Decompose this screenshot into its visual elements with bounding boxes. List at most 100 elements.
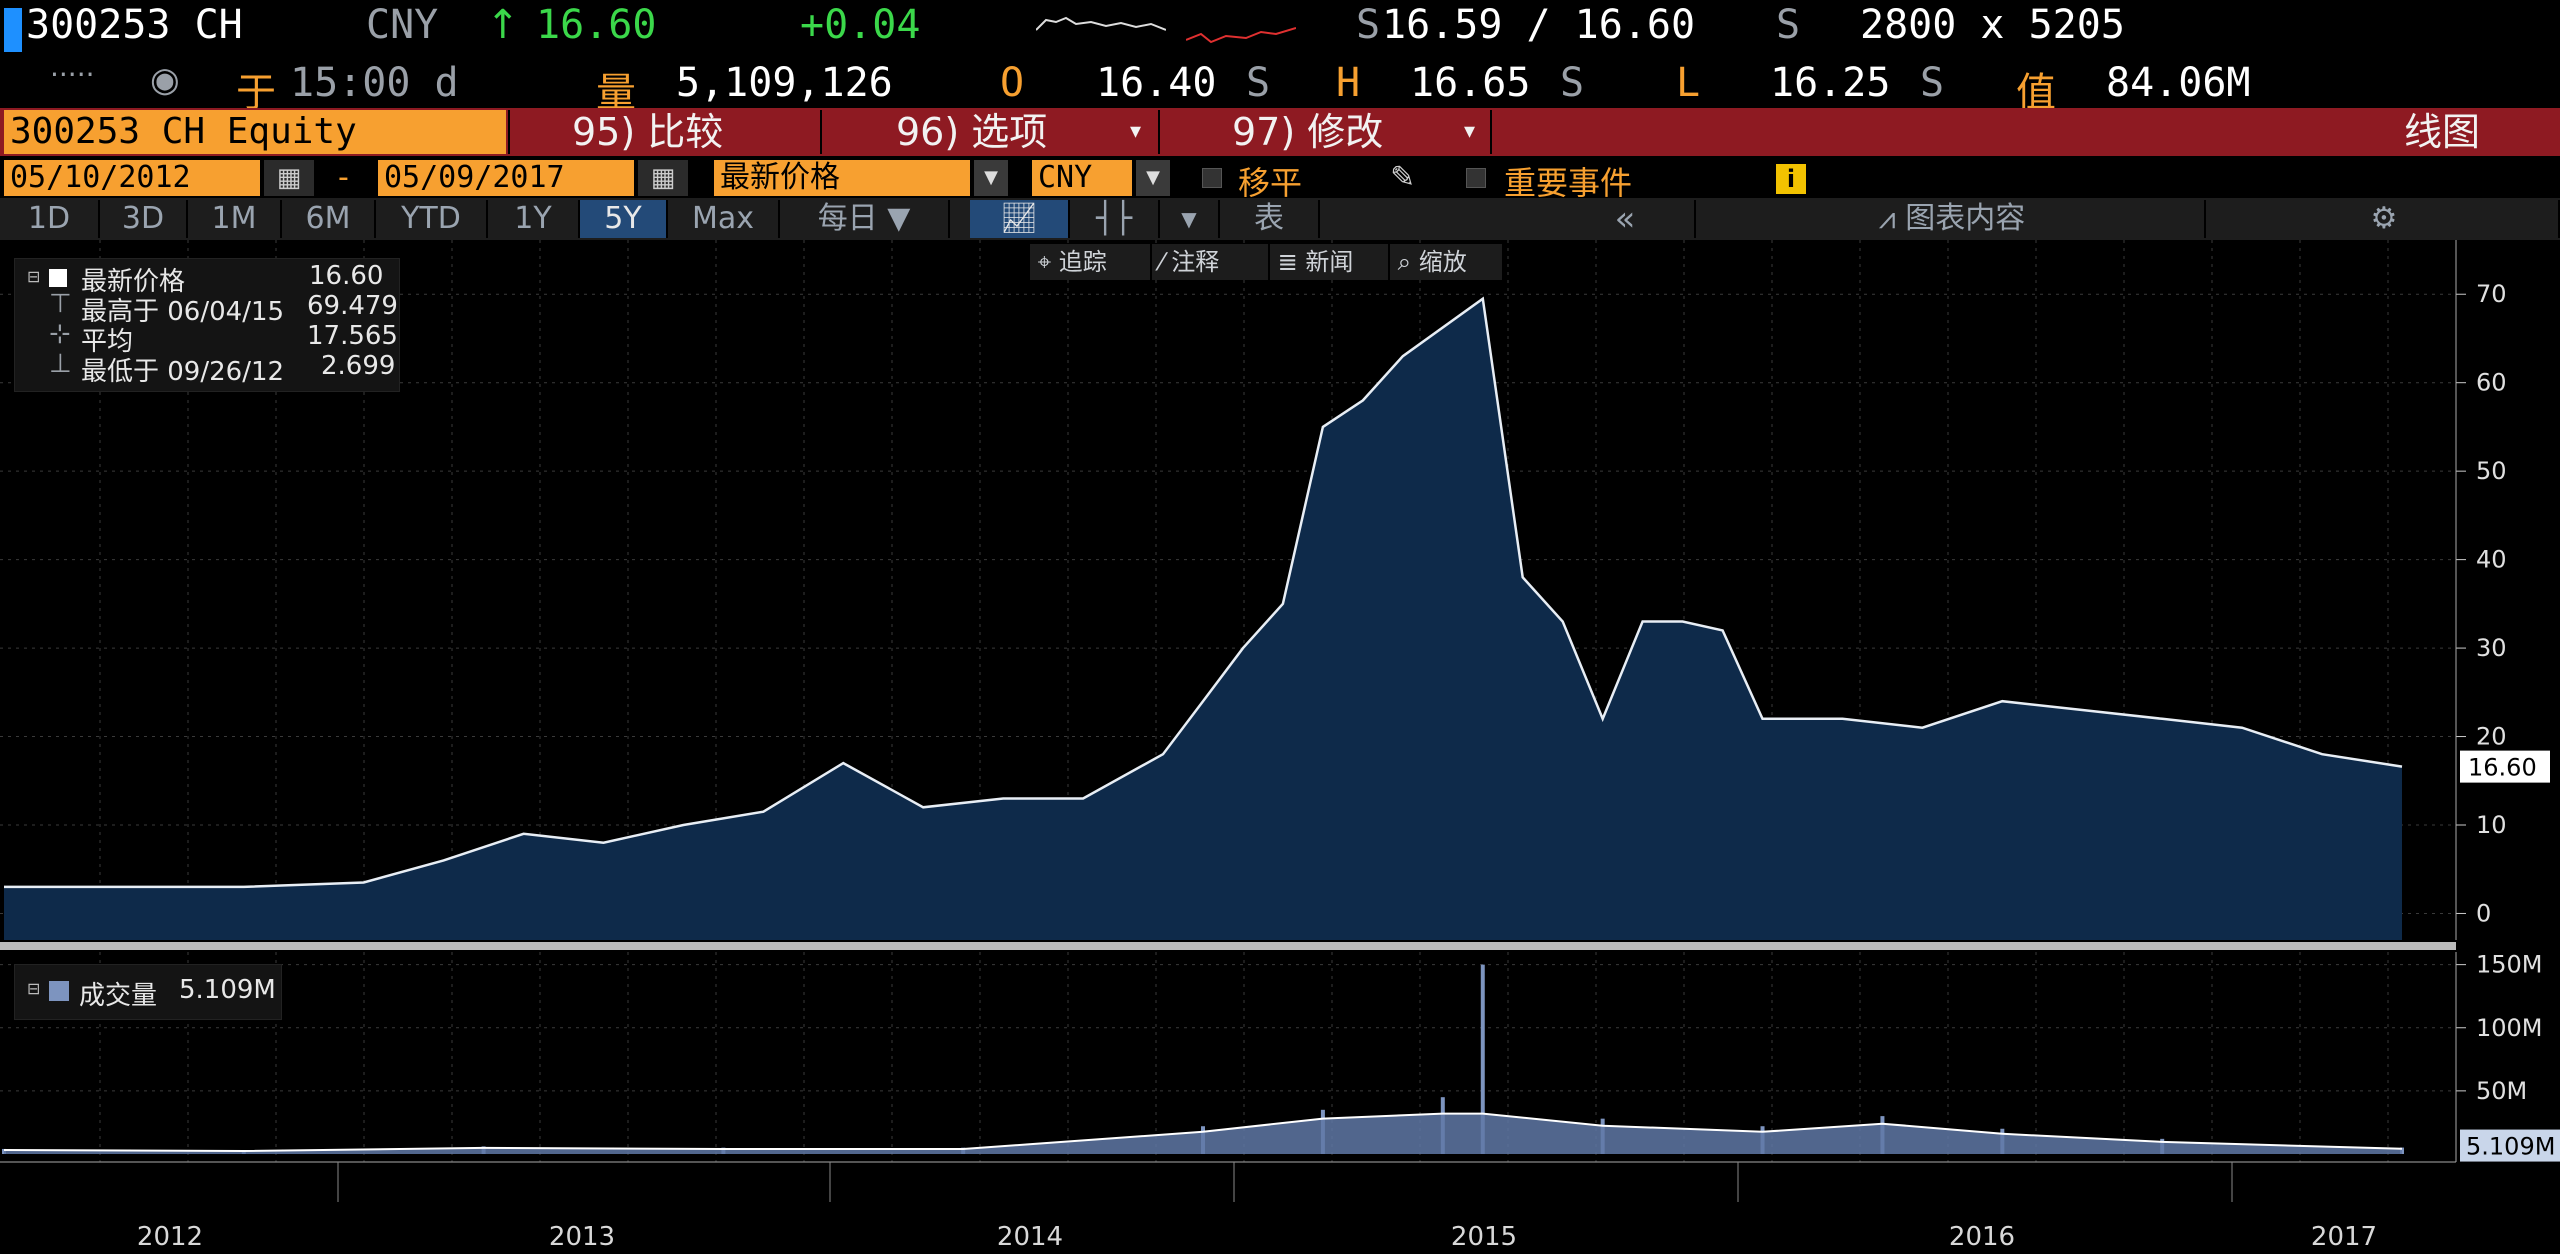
bar-chart-icon[interactable]: ┤├ [1070, 200, 1160, 238]
x-axis-year-label: 2012 [137, 1222, 203, 1252]
time-value: 15:00 d [290, 60, 459, 106]
price-legend: ⊟ 最新价格 16.60 ⊤ 最高于 06/04/15 69.479 ⊹ 平均 … [14, 258, 400, 392]
annotate-button[interactable]: ⁄ 注释 [1152, 244, 1268, 280]
chart-contents-label: 图表内容 [1905, 201, 2026, 236]
high-label: H [1336, 60, 1361, 106]
open-flag: S [1246, 60, 1271, 106]
chart-contents-button[interactable]: ⩘ 图表内容 [1700, 200, 2206, 238]
volume-legend: ⊟ 成交量 5.109M [14, 964, 282, 1020]
volume-average-line [3, 1112, 2403, 1153]
range-3d-button[interactable]: 3D [100, 200, 188, 238]
function-bar: 300253 CH Equity 95) 比较 96) 选项 ▾ 97) 修改 … [0, 108, 2560, 156]
chart-type-label[interactable]: 线图 [2404, 110, 2481, 154]
range-6m-button[interactable]: 6M [282, 200, 376, 238]
chart-style-dropdown-icon[interactable]: ▼ [1160, 200, 1220, 238]
track-button[interactable]: ⌖ 追踪 [1030, 244, 1150, 280]
options-button[interactable]: 96) 选项 [896, 110, 1048, 154]
calendar-icon[interactable]: ▦ [264, 160, 314, 196]
sparkline-change [1186, 27, 1296, 44]
x-axis-year-label: 2015 [1451, 1222, 1517, 1252]
x-axis-year-label: 2017 [2311, 1222, 2377, 1252]
compare-button[interactable]: 95) 比较 [572, 110, 724, 154]
settings-gear-icon[interactable]: ⚙ [2210, 200, 2560, 238]
key-events-label: 重要事件 [1504, 164, 1633, 202]
price-y-tick-label: 30 [2476, 634, 2507, 662]
key-events-checkbox[interactable] [1466, 168, 1486, 188]
x-axis-year-label: 2016 [1949, 1222, 2015, 1252]
legend-low-label: 最低于 09/26/12 [81, 357, 285, 387]
legend-swatch [49, 269, 67, 287]
legend-avg-value: 17.565 [307, 321, 398, 351]
volume-swatch [49, 981, 69, 1001]
volume-y-tick-label: 150M [2476, 951, 2543, 979]
volume-bar [1480, 964, 1485, 1154]
edit-dropdown-icon[interactable]: ▾ [1464, 119, 1476, 144]
field-select[interactable]: 最新价格 [714, 160, 970, 196]
panel-divider [0, 942, 2456, 950]
collapse-button[interactable]: « [1556, 200, 1696, 238]
moving-avg-checkbox[interactable] [1202, 168, 1222, 188]
collapse-toggle-icon[interactable]: ⊟ [27, 979, 41, 998]
currency-dropdown-icon[interactable]: ▼ [1136, 160, 1170, 196]
price-y-tick-label: 50 [2476, 457, 2507, 485]
range-1m-button[interactable]: 1M [188, 200, 282, 238]
divider [1490, 110, 1492, 154]
x-axis-year-label: 2013 [549, 1222, 615, 1252]
price-y-tick-label: 70 [2476, 280, 2507, 308]
price-y-tick-label: 20 [2476, 723, 2507, 751]
price-line [4, 296, 2403, 889]
legend-last-value: 16.60 [309, 261, 384, 291]
divider [508, 110, 510, 154]
field-dropdown-icon[interactable]: ▼ [974, 160, 1008, 196]
price-y-tick-label: 0 [2476, 899, 2491, 927]
currency-select[interactable]: CNY [1032, 160, 1132, 196]
price-volume-chart[interactable]: 0 10 20 30 40 50 60 70 16.60 50M 100M 150M 5.109M 201… [0, 240, 2560, 1254]
table-button[interactable]: 表 [1220, 200, 1320, 238]
volume-value: 5,109,126 [676, 60, 893, 106]
collapse-toggle-icon[interactable]: ⊟ [27, 267, 41, 286]
divider [820, 110, 822, 154]
open-label: O [1000, 60, 1025, 106]
low-label: L [1676, 60, 1701, 106]
dots: ..... [50, 50, 95, 83]
range-max-button[interactable]: Max [668, 200, 780, 238]
high-flag: S [1560, 60, 1585, 106]
quote-detail-row: ..... ◉ 于 15:00 d 量 5,109,126 O 16.40 S … [0, 50, 2560, 116]
track-label: 追踪 [1058, 248, 1107, 276]
frequency-select[interactable]: 每日 ▼ [780, 200, 950, 238]
legend-last-label: 最新价格 [81, 267, 186, 297]
open-value: 16.40 [1096, 60, 1217, 106]
zoom-button[interactable]: ⌕ 缩放 [1390, 244, 1502, 280]
bid-prefix: S [1356, 2, 1381, 48]
chart-icon: ⩘ [1878, 201, 1906, 236]
average-marker-icon: ⊹ [49, 319, 71, 349]
chart-area[interactable]: 0 10 20 30 40 50 60 70 16.60 50M 100M 150M 5.109M 201… [0, 240, 2560, 1254]
ticker-label[interactable]: 300253 CH [26, 2, 243, 48]
pencil-icon[interactable]: ✎ [1390, 160, 1416, 195]
line-chart-icon[interactable]: 📈︎ [970, 200, 1070, 238]
news-label: 新闻 [1305, 248, 1354, 276]
edit-button[interactable]: 97) 修改 [1232, 110, 1384, 154]
range-5y-button[interactable]: 5Y [580, 200, 668, 238]
info-icon[interactable]: i [1776, 164, 1806, 194]
start-date-field[interactable]: 05/10/2012 [4, 160, 260, 196]
range-ytd-button[interactable]: YTD [376, 200, 488, 238]
volume-legend-label: 成交量 [79, 981, 158, 1011]
range-1d-button[interactable]: 1D [0, 200, 100, 238]
security-field[interactable]: 300253 CH Equity [4, 110, 506, 154]
date-dash: - [338, 160, 349, 195]
x-axis-year-label: 2014 [997, 1222, 1063, 1252]
calendar-icon[interactable]: ▦ [638, 160, 688, 196]
value-amount: 84.06M [2106, 60, 2251, 106]
volume-area [4, 1113, 2402, 1154]
selection-marker [4, 8, 22, 52]
control-row: 05/10/2012 ▦ - 05/09/2017 ▦ 最新价格 ▼ CNY ▼… [0, 158, 2560, 202]
news-button[interactable]: ≣ 新闻 [1270, 244, 1388, 280]
options-dropdown-icon[interactable]: ▾ [1130, 119, 1142, 144]
annotate-label: 注释 [1171, 248, 1220, 276]
volume-legend-value: 5.109M [179, 975, 276, 1005]
range-1y-button[interactable]: 1Y [488, 200, 580, 238]
quote-row: 300253 CH CNY ↑ 16.60 +0.04 S 16.59 / 16… [0, 0, 2560, 60]
end-date-field[interactable]: 05/09/2017 [378, 160, 634, 196]
up-arrow-icon: ↑ [486, 2, 520, 48]
